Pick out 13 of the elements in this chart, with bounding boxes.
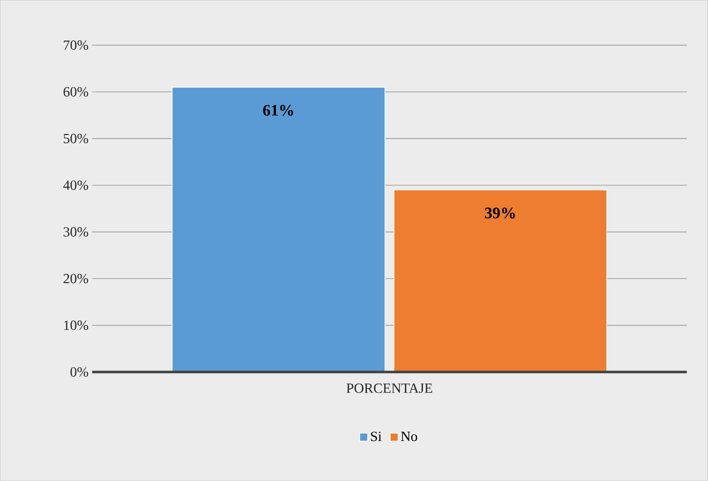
legend-label: Si bbox=[371, 432, 382, 442]
data-label: 61% bbox=[263, 104, 294, 116]
y-tick-label: 10% bbox=[64, 320, 88, 330]
y-tick-label: 20% bbox=[64, 274, 88, 284]
x-tick-label: PORCENTAJE bbox=[346, 383, 432, 393]
y-tick-label: 0% bbox=[70, 367, 88, 377]
legend-label: No bbox=[400, 432, 418, 442]
y-tick-label: 40% bbox=[63, 180, 88, 190]
y-tick-label: 30% bbox=[64, 227, 88, 237]
y-tick-label: 60% bbox=[64, 87, 88, 97]
y-tick-label: 50% bbox=[64, 134, 88, 144]
y-tick-label: 70% bbox=[64, 40, 88, 50]
data-label: 39% bbox=[485, 208, 515, 218]
